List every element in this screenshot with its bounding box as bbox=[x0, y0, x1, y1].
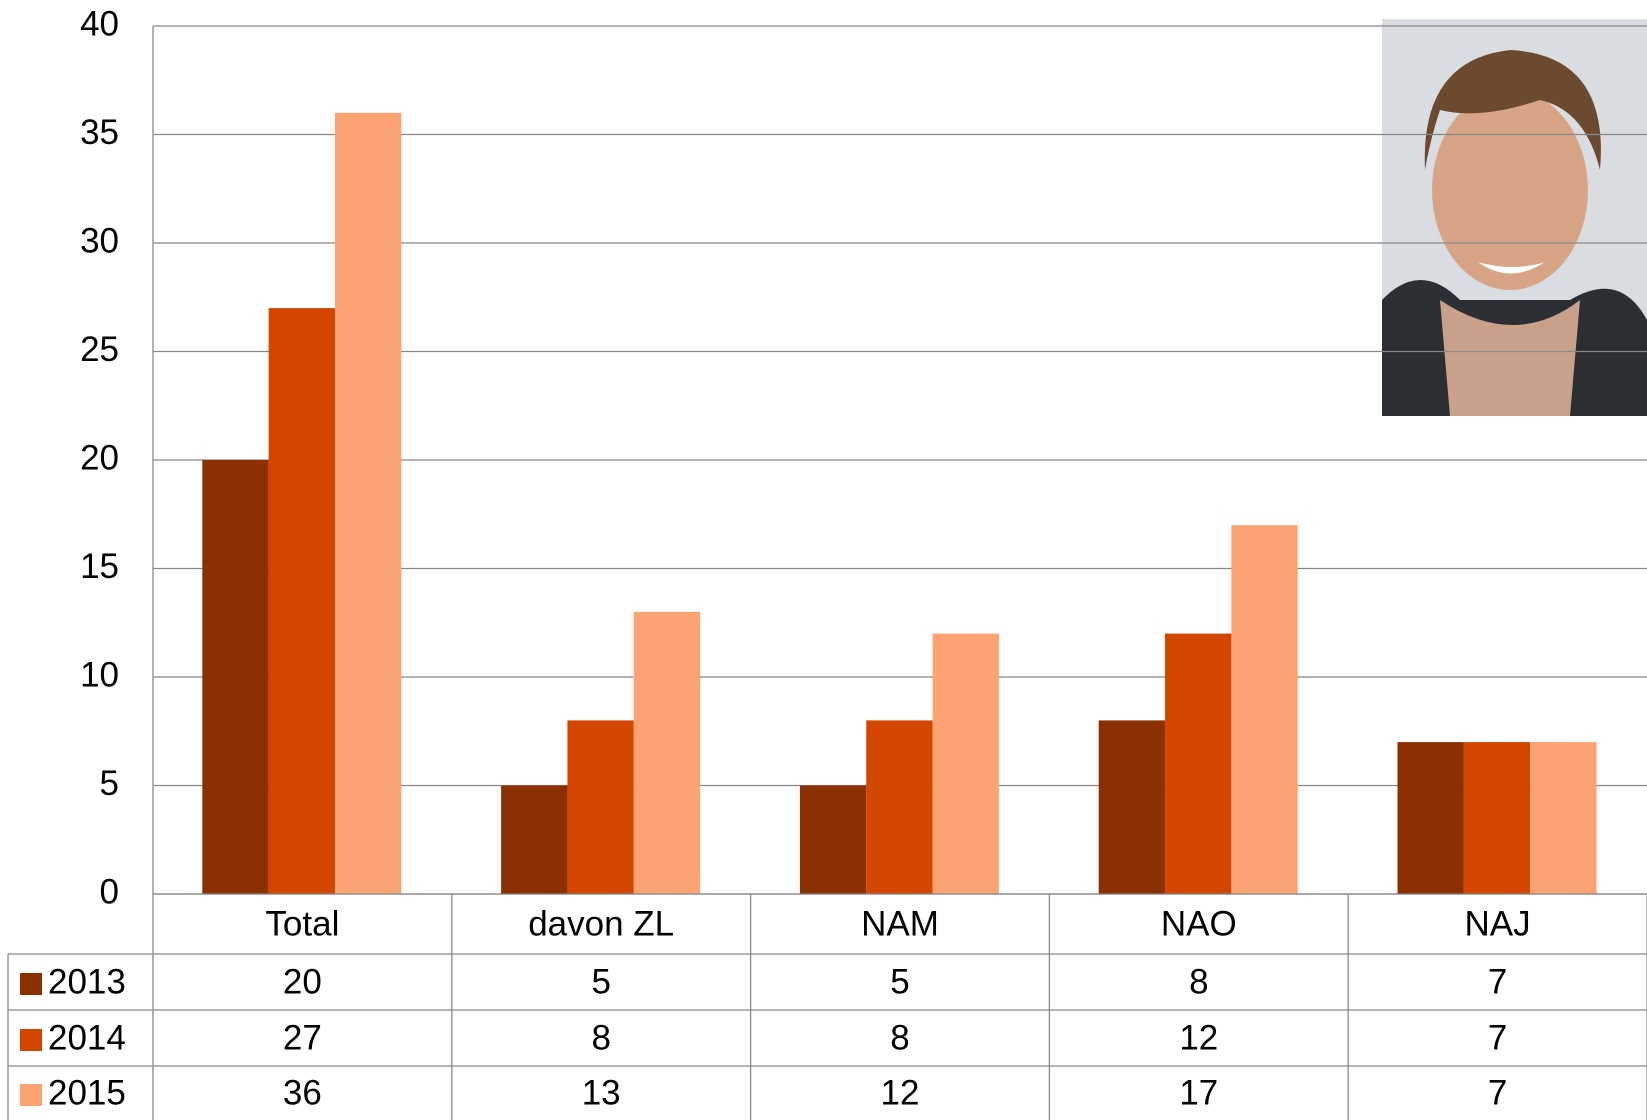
data-label: 7 bbox=[1488, 1018, 1507, 1057]
data-label: 8 bbox=[890, 1018, 909, 1057]
photo bbox=[1382, 19, 1647, 416]
bar bbox=[800, 786, 866, 895]
data-label: 17 bbox=[1179, 1073, 1218, 1112]
data-label: 36 bbox=[283, 1073, 322, 1112]
data-label: 7 bbox=[1488, 1073, 1507, 1112]
legend-label: 2015 bbox=[48, 1073, 126, 1112]
data-label: 8 bbox=[1189, 962, 1208, 1001]
bar bbox=[1530, 742, 1596, 894]
bar bbox=[501, 786, 567, 895]
bar bbox=[567, 720, 633, 894]
data-label: 12 bbox=[881, 1073, 920, 1112]
y-tick-label: 15 bbox=[80, 547, 119, 586]
legend-label: 2014 bbox=[48, 1018, 126, 1057]
y-tick-label: 40 bbox=[80, 4, 119, 43]
y-tick-label: 25 bbox=[80, 330, 119, 369]
bar bbox=[269, 308, 335, 894]
data-label: 27 bbox=[283, 1018, 322, 1057]
legend-label: 2013 bbox=[48, 962, 126, 1001]
bar bbox=[1464, 742, 1530, 894]
bar bbox=[1231, 525, 1297, 894]
y-tick-label: 20 bbox=[80, 438, 119, 477]
y-tick-label: 35 bbox=[80, 113, 119, 152]
legend-swatch bbox=[20, 1029, 42, 1051]
bar bbox=[202, 460, 268, 894]
bar bbox=[634, 612, 700, 894]
data-label: 8 bbox=[591, 1018, 610, 1057]
bar bbox=[866, 720, 932, 894]
y-tick-label: 10 bbox=[80, 655, 119, 694]
x-tick-label: NAO bbox=[1161, 904, 1237, 943]
y-tick-label: 5 bbox=[100, 764, 119, 803]
y-tick-label: 0 bbox=[100, 872, 119, 911]
x-tick-label: davon ZL bbox=[528, 904, 674, 943]
data-label: 5 bbox=[890, 962, 909, 1001]
chart: 0 5 10 15 20 25 30 35 40 Total davon ZL NAM NAO NAJ 20… bbox=[0, 0, 1647, 1120]
bar bbox=[1165, 634, 1231, 894]
data-label: 13 bbox=[582, 1073, 621, 1112]
x-tick-label: NAM bbox=[861, 904, 939, 943]
data-label: 20 bbox=[283, 962, 322, 1001]
bar bbox=[1099, 720, 1165, 894]
bar bbox=[933, 634, 999, 894]
legend-swatch bbox=[20, 973, 42, 995]
data-label: 5 bbox=[591, 962, 610, 1001]
x-tick-label: NAJ bbox=[1465, 904, 1531, 943]
bar bbox=[335, 113, 401, 894]
data-label: 12 bbox=[1179, 1018, 1218, 1057]
bar bbox=[1398, 742, 1464, 894]
data-label: 7 bbox=[1488, 962, 1507, 1001]
legend-swatch bbox=[20, 1084, 42, 1106]
y-tick-label: 30 bbox=[80, 221, 119, 260]
x-tick-label: Total bbox=[265, 904, 339, 943]
